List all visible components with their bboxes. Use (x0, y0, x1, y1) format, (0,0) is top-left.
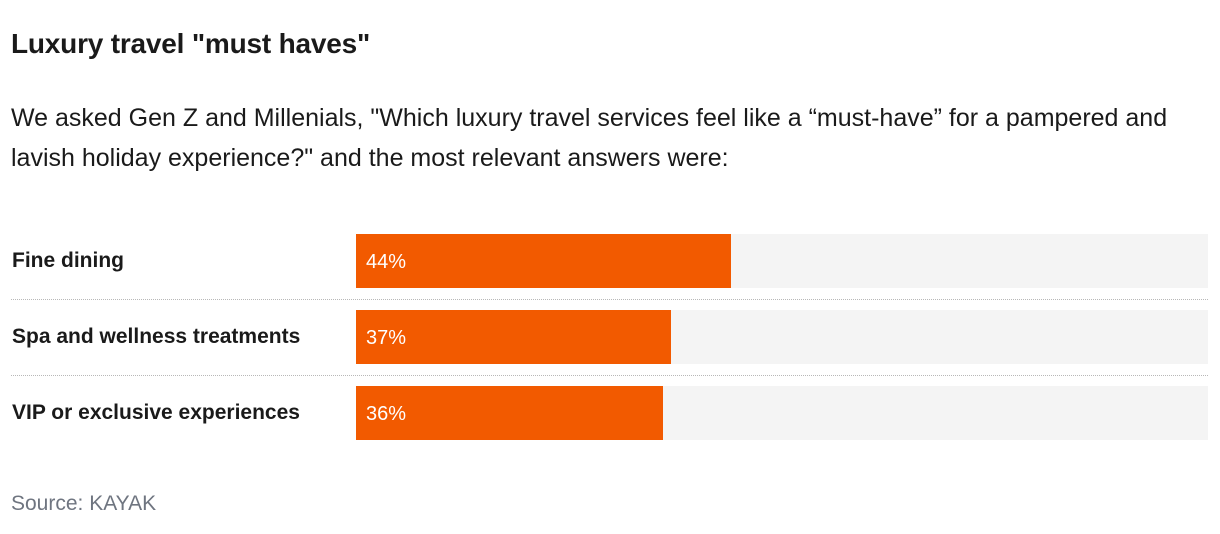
bar-value-label: 37% (366, 327, 407, 349)
bar-value-label: 44% (366, 251, 407, 273)
chart-title: Luxury travel "must haves" (11, 28, 371, 59)
chart-row: Spa and wellness treatments 37% (0, 310, 1220, 364)
chart-subtitle: We asked Gen Z and Millenials, "Which lu… (11, 104, 1168, 172)
bar-track: 44% (356, 234, 1208, 288)
chart-row: Fine dining 44% (0, 234, 1220, 288)
bar-track: 37% (356, 310, 1208, 364)
bar-track: 36% (356, 386, 1208, 440)
chart-row: VIP or exclusive experiences 36% (0, 386, 1220, 440)
bar-value-label: 36% (366, 403, 407, 425)
row-divider (11, 375, 1208, 376)
category-label: Spa and wellness treatments (12, 325, 301, 348)
row-divider (11, 299, 1208, 300)
category-label: Fine dining (12, 249, 124, 272)
category-label: VIP or exclusive experiences (12, 401, 300, 424)
source-note: Source: KAYAK (11, 492, 157, 515)
bar: 36% (356, 386, 663, 440)
bar: 44% (356, 234, 731, 288)
bar: 37% (356, 310, 671, 364)
